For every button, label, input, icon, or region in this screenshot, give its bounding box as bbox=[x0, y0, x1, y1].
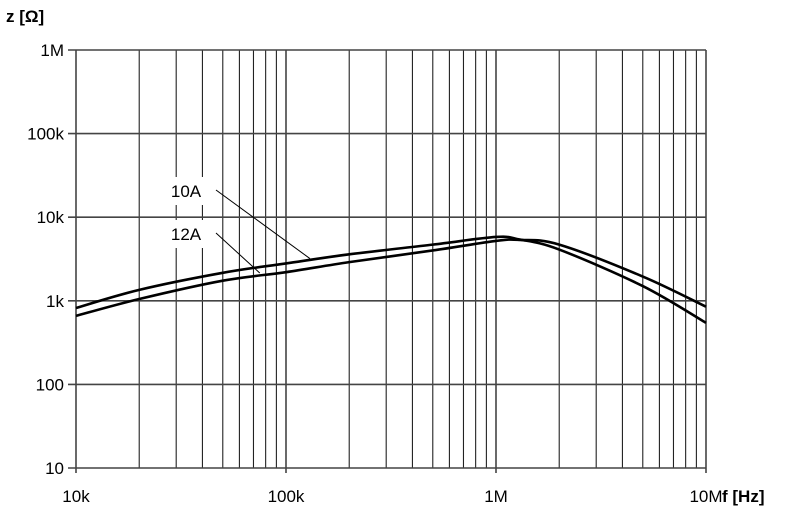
y-tick-label: 10k bbox=[37, 208, 65, 227]
curves bbox=[75, 235, 707, 324]
annotations: 10A 12A bbox=[156, 177, 311, 274]
y-tick-label: 1M bbox=[40, 41, 64, 60]
x-axis-label: f [Hz] bbox=[722, 487, 764, 506]
y-axis-label: z [Ω] bbox=[6, 7, 44, 26]
x-tick-label: 10k bbox=[62, 487, 90, 506]
grid bbox=[68, 49, 707, 473]
annotation-background bbox=[156, 220, 218, 248]
y-tick-label: 100 bbox=[36, 375, 64, 394]
y-tick-label: 100k bbox=[27, 125, 64, 144]
leader-line bbox=[215, 232, 261, 274]
y-tick-label: 1k bbox=[46, 292, 64, 311]
tick-labels: 10 100 1k 10k 100k 1M 10k 100k 1M 10M bbox=[27, 41, 722, 506]
series-label-10A: 10A bbox=[171, 182, 202, 201]
x-tick-label: 1M bbox=[484, 487, 508, 506]
annotation-background bbox=[156, 177, 218, 205]
series-label-12A: 12A bbox=[171, 225, 202, 244]
x-tick-label: 100k bbox=[268, 487, 305, 506]
y-tick-label: 10 bbox=[45, 459, 64, 478]
series-line-10A bbox=[75, 235, 707, 324]
series-line-12A bbox=[75, 238, 707, 318]
leader-line bbox=[215, 189, 311, 259]
x-tick-label: 10M bbox=[689, 487, 722, 506]
